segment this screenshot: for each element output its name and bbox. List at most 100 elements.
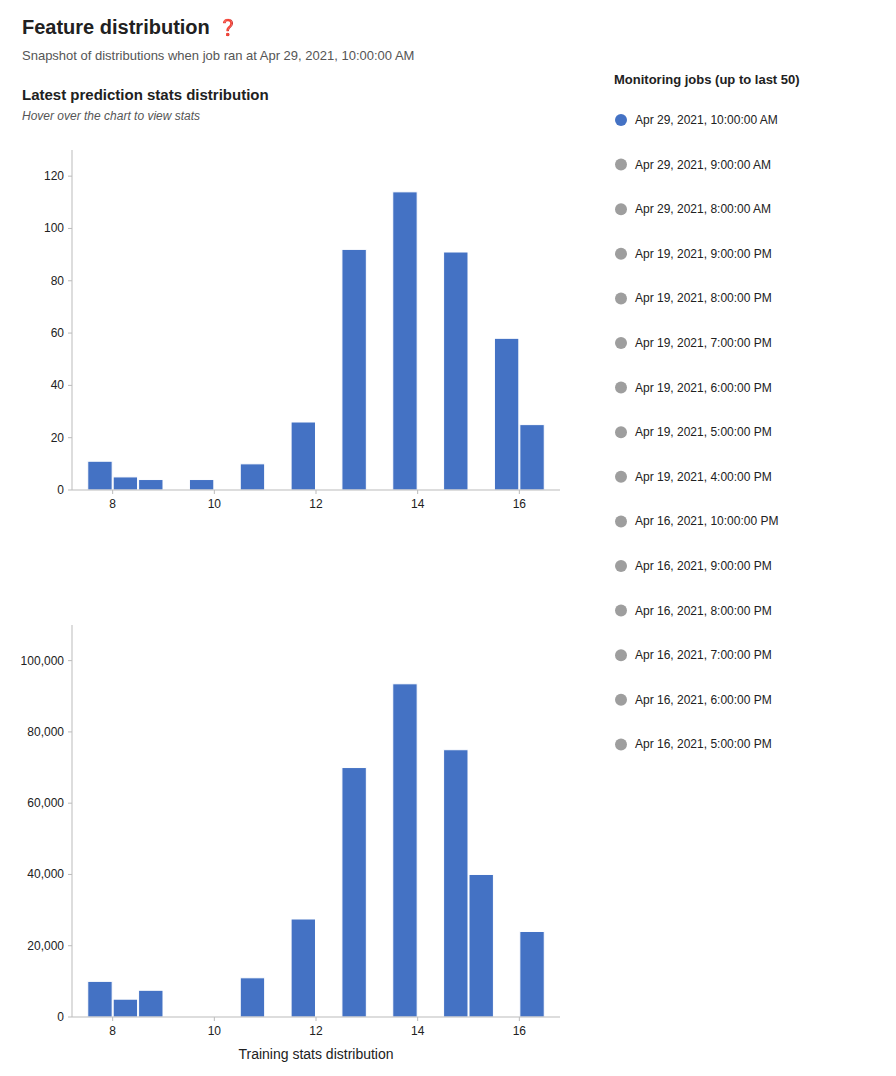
legend-label: Apr 19, 2021, 4:00:00 PM: [635, 470, 772, 484]
y-tick-label: 0: [57, 483, 64, 497]
bar: [520, 425, 544, 490]
legend-label: Apr 16, 2021, 9:00:00 PM: [635, 559, 772, 573]
legend-swatch: [615, 382, 627, 394]
y-tick-label: 60,000: [27, 796, 64, 810]
bar: [139, 990, 163, 1017]
y-tick-label: 40,000: [27, 867, 64, 881]
legend-label: Apr 16, 2021, 10:00:00 PM: [635, 514, 778, 528]
legend-label: Apr 19, 2021, 5:00:00 PM: [635, 425, 772, 439]
y-tick: [68, 280, 72, 281]
page-title: Feature distribution: [22, 16, 210, 38]
y-tick-label: 120: [44, 169, 64, 183]
y-tick: [68, 333, 72, 334]
legend-label: Apr 29, 2021, 8:00:00 AM: [635, 202, 771, 216]
bar: [291, 919, 315, 1017]
y-tick: [68, 874, 72, 875]
chart-subtitle: Hover over the chart to view stats: [22, 109, 200, 123]
legend: Monitoring jobs (up to last 50) Apr 29, 2…: [614, 72, 800, 751]
x-tick: [519, 490, 520, 494]
legend-swatch: [615, 694, 627, 706]
legend-swatch: [615, 738, 627, 750]
x-tick: [417, 490, 418, 494]
legend-swatch: [615, 337, 627, 349]
legend-swatch: [615, 560, 627, 572]
y-tick-label: 100,000: [21, 654, 65, 668]
legend-label: Apr 16, 2021, 8:00:00 PM: [635, 604, 772, 618]
y-tick-label: 20: [51, 431, 65, 445]
legend-swatch: [615, 292, 627, 304]
y-tick: [68, 385, 72, 386]
x-tick: [316, 1017, 317, 1021]
bar: [240, 978, 264, 1017]
x-tick-label: 10: [208, 1024, 222, 1038]
background: [0, 0, 896, 1076]
bar: [444, 252, 468, 490]
legend-label: Apr 19, 2021, 8:00:00 PM: [635, 291, 772, 305]
x-tick-label: 8: [109, 1024, 116, 1038]
legend-swatch: [615, 471, 627, 483]
x-axis: [72, 1017, 560, 1018]
bar: [342, 768, 366, 1017]
x-tick-label: 14: [411, 497, 425, 511]
legend-label: Apr 19, 2021, 9:00:00 PM: [635, 247, 772, 261]
bar: [393, 684, 417, 1017]
legend-label: Apr 16, 2021, 6:00:00 PM: [635, 693, 772, 707]
legend-swatch: [615, 426, 627, 438]
x-tick: [417, 1017, 418, 1021]
bar: [520, 931, 544, 1017]
y-tick: [68, 176, 72, 177]
x-tick-label: 12: [309, 1024, 323, 1038]
chart: 0 20,000 40,000 60,000 80,000 100,000 8 10 12 14 1…: [21, 625, 560, 1062]
bar: [189, 480, 213, 490]
y-tick: [68, 228, 72, 229]
y-tick-label: 0: [57, 1010, 64, 1024]
bar: [113, 477, 137, 490]
x-tick-label: 16: [513, 497, 527, 511]
bar: [342, 249, 366, 490]
y-tick: [68, 731, 72, 732]
y-axis: [72, 150, 73, 490]
bar: [240, 464, 264, 490]
y-tick: [68, 660, 72, 661]
x-tick: [316, 490, 317, 494]
bar: [88, 981, 112, 1017]
legend-label: Apr 16, 2021, 7:00:00 PM: [635, 648, 772, 662]
y-tick: [68, 803, 72, 804]
bar: [393, 192, 417, 490]
legend-label: Apr 29, 2021, 10:00:00 AM: [635, 113, 778, 127]
bar: [139, 480, 163, 490]
bar: [494, 338, 518, 490]
page-subtitle: Snapshot of distributions when job ran a…: [22, 48, 414, 63]
bar: [444, 750, 468, 1017]
bar: [113, 999, 137, 1017]
x-tick: [112, 1017, 113, 1021]
bar: [291, 422, 315, 490]
legend-swatch: [615, 114, 627, 126]
bar: [88, 461, 112, 490]
legend-title: Monitoring jobs (up to last 50): [614, 72, 800, 87]
x-axis: [72, 490, 560, 491]
page: Feature distribution❓Snapshot of distrib…: [0, 0, 896, 1076]
x-tick-label: 14: [411, 1024, 425, 1038]
y-tick-label: 80,000: [27, 725, 64, 739]
legend-label: Apr 19, 2021, 6:00:00 PM: [635, 381, 772, 395]
chart: Latest prediction stats distributionHove…: [22, 86, 560, 511]
x-tick-label: 10: [208, 497, 222, 511]
y-tick: [68, 437, 72, 438]
x-tick: [214, 1017, 215, 1021]
legend-swatch: [615, 649, 627, 661]
bars: [88, 684, 544, 1017]
legend-label: Apr 29, 2021, 9:00:00 AM: [635, 158, 771, 172]
y-tick: [68, 945, 72, 946]
y-tick-label: 20,000: [27, 939, 64, 953]
y-tick-label: 60: [51, 326, 65, 340]
y-tick-label: 80: [51, 274, 65, 288]
x-tick: [519, 1017, 520, 1021]
legend-swatch: [615, 203, 627, 215]
legend-swatch: [615, 248, 627, 260]
x-tick-label: 16: [513, 1024, 527, 1038]
y-tick-label: 100: [44, 221, 64, 235]
legend-label: Apr 19, 2021, 7:00:00 PM: [635, 336, 772, 350]
x-tick-label: 8: [109, 497, 116, 511]
legend-swatch: [615, 159, 627, 171]
